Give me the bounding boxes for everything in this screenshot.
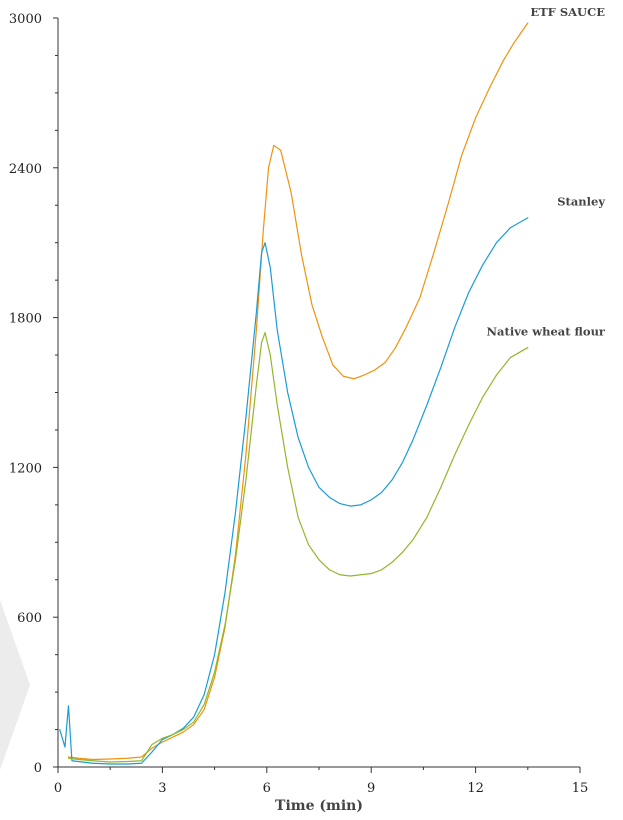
x-tick-label: 6 xyxy=(263,781,271,796)
series-labels: ETF SAUCE Stanley Native wheat flour xyxy=(487,5,606,339)
series-label-etf-sauce: ETF SAUCE xyxy=(530,5,605,19)
series-line-native-wheat-flour xyxy=(67,331,529,763)
y-tick-label: 3000 xyxy=(9,12,42,27)
axes xyxy=(57,18,580,768)
series-line-stanley xyxy=(59,217,529,765)
x-tick-label: 0 xyxy=(54,781,62,796)
y-tick-label: 600 xyxy=(17,611,42,626)
y-tick-label: 2400 xyxy=(9,162,42,177)
x-tick-label: 12 xyxy=(467,781,484,796)
series-layer xyxy=(59,22,529,765)
y-tick-label: 0 xyxy=(34,761,42,776)
series-line-etf-sauce xyxy=(67,22,529,761)
x-tick-label: 3 xyxy=(158,781,166,796)
x-tick-label: 9 xyxy=(367,781,375,796)
series-label-native-wheat-flour: Native wheat flour xyxy=(487,325,606,339)
ticks: 0 3 6 9 12 15 0 600 1200 1800 2400 3000 xyxy=(9,12,588,796)
x-axis-label: Time (min) xyxy=(275,798,363,814)
x-tick-label: 15 xyxy=(572,781,589,796)
y-tick-label: 1800 xyxy=(9,312,42,327)
y-tick-label: 1200 xyxy=(9,461,42,476)
series-label-stanley: Stanley xyxy=(557,195,605,209)
decorative-triangle xyxy=(0,600,30,770)
